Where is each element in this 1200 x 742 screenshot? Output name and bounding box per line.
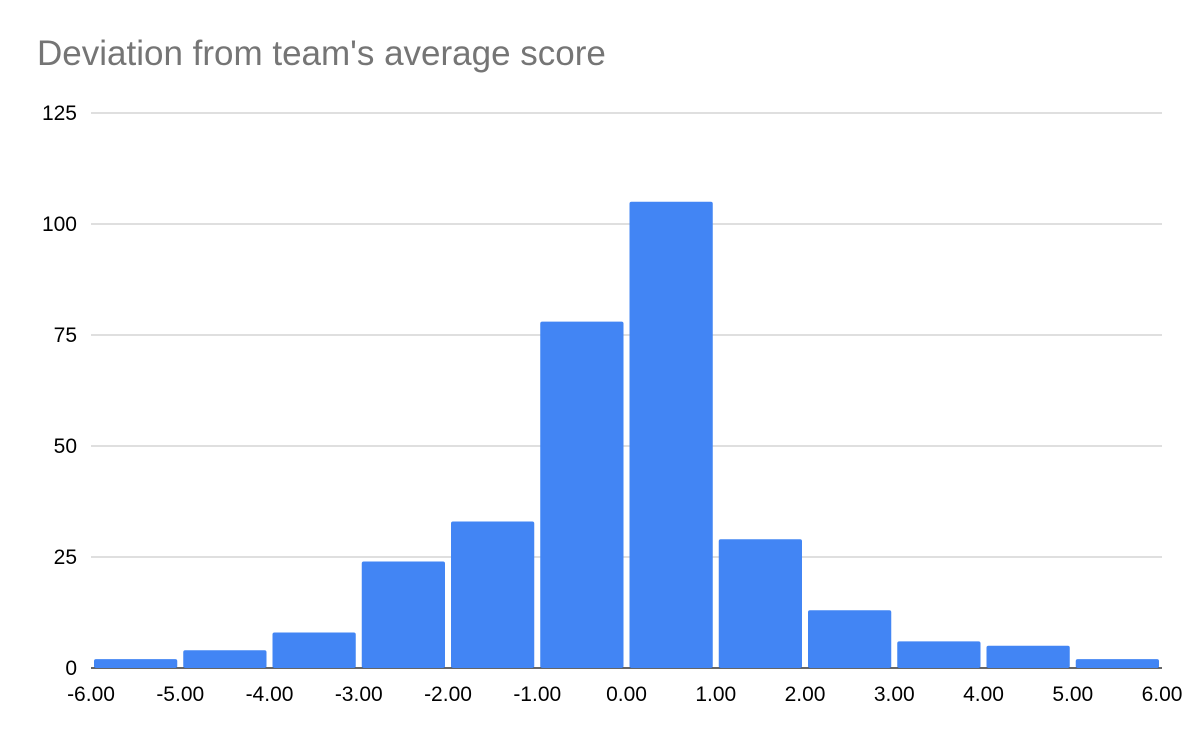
x-tick-label: 6.00	[1142, 683, 1183, 706]
y-tick-label: 125	[42, 102, 77, 125]
chart-title: Deviation from team's average score	[37, 34, 606, 73]
x-axis-ticks: -6.00 -5.00 -4.00 -3.00 -2.00 -1.00 0.00 1.00 2.…	[67, 683, 1182, 706]
histogram-bar	[808, 610, 892, 668]
y-axis-ticks: 0 25 50 75 100 125	[42, 102, 77, 680]
y-tick-label: 25	[54, 546, 77, 569]
x-tick-label: -2.00	[424, 683, 472, 706]
x-tick-label: 0.00	[606, 683, 647, 706]
x-tick-label: 1.00	[695, 683, 736, 706]
histogram-bar	[94, 659, 178, 668]
x-tick-label: 5.00	[1052, 683, 1093, 706]
y-tick-label: 100	[42, 213, 77, 236]
histogram-bar	[629, 201, 713, 669]
y-tick-label: 0	[65, 657, 77, 680]
x-tick-label: 4.00	[963, 683, 1004, 706]
x-tick-label: -4.00	[246, 683, 294, 706]
histogram-bar	[1075, 659, 1159, 668]
histogram-bar	[361, 561, 445, 668]
y-tick-label: 75	[54, 324, 77, 347]
histogram-bar	[183, 650, 267, 668]
y-tick-label: 50	[54, 435, 77, 458]
histogram-bar	[540, 321, 624, 668]
bars	[94, 201, 1159, 669]
histogram-bar	[986, 645, 1070, 668]
x-tick-label: 2.00	[785, 683, 826, 706]
gridlines	[91, 112, 1162, 669]
histogram-bar	[897, 641, 981, 668]
histogram-bar	[272, 632, 356, 668]
histogram-bar	[451, 521, 535, 668]
x-tick-label: -1.00	[513, 683, 561, 706]
x-tick-label: -3.00	[335, 683, 383, 706]
x-tick-label: 3.00	[874, 683, 915, 706]
x-tick-label: -6.00	[67, 683, 115, 706]
histogram-bar	[718, 539, 802, 668]
x-tick-label: -5.00	[156, 683, 204, 706]
